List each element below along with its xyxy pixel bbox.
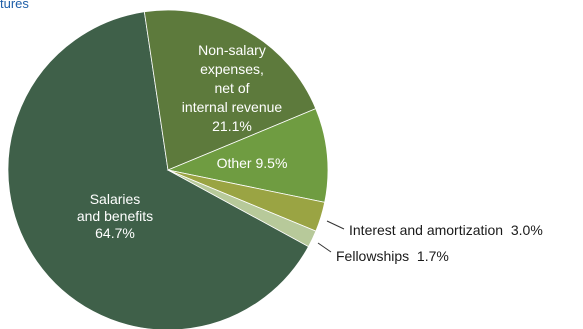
slice-label-non-salary-expenses-net-of-internal-revenue: Non-salary expenses, net of internal revenu… [182,42,283,134]
slice-label-line: net of [214,80,249,96]
pie-slice-fellowships [167,169,317,248]
slice-label-interest-and-amortization: Interest and amortization 3.0% [349,222,543,238]
slice-label-line: 64.7% [95,225,135,241]
leader-line-interest-and-amortization [326,220,345,230]
leader-line-fellowships [317,242,332,253]
pie-slice-other [166,108,329,203]
slice-label-line: expenses, [200,61,264,77]
slice-label-salaries-and-benefits: Salaries and benefits 64.7% [77,191,153,241]
slice-label-line: Other 9.5% [217,155,288,171]
slice-label-line: 21.1% [212,118,252,134]
chart-title: tures [0,0,29,11]
slice-label-other: Other 9.5% [217,155,288,171]
slice-label-line: internal revenue [182,99,283,115]
slice-label-fellowships: Fellowships 1.7% [336,248,449,264]
slice-label-line: Non-salary [198,42,266,58]
slice-label-line: and benefits [77,208,153,224]
pie-slice-salaries-and-benefits [7,11,310,329]
pie-slice-non-salary-expenses-net-of-internal-revenue [143,9,317,171]
slice-label-line: Salaries [90,191,141,207]
